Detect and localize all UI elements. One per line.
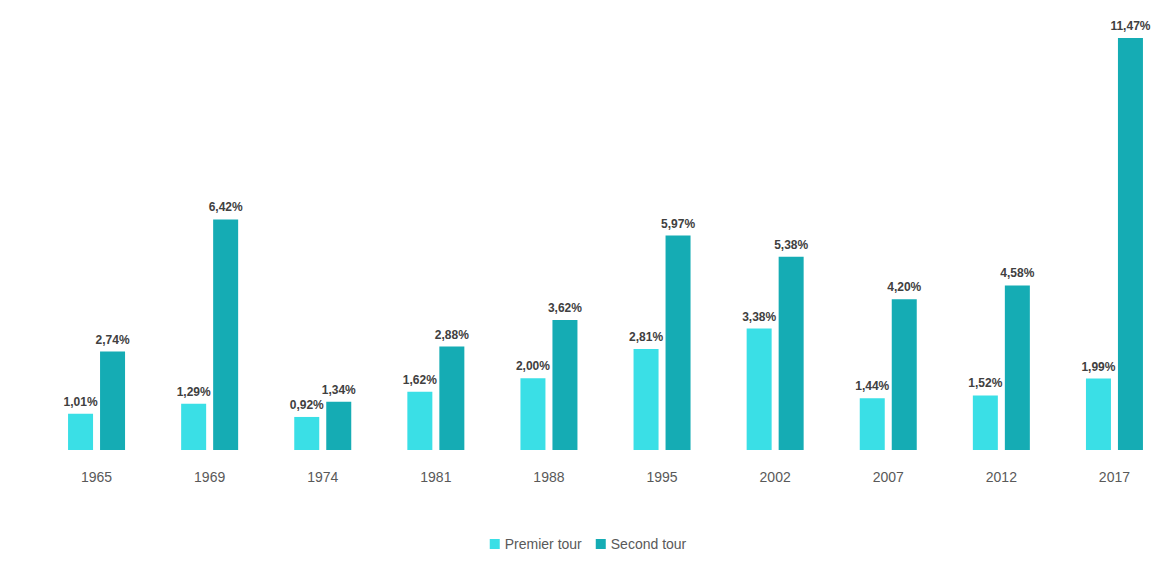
svg-text:2,00%: 2,00% — [516, 359, 550, 373]
svg-text:2002: 2002 — [760, 469, 791, 485]
svg-text:1981: 1981 — [420, 469, 451, 485]
svg-text:2017: 2017 — [1099, 469, 1130, 485]
svg-text:2,74%: 2,74% — [96, 333, 130, 347]
svg-text:1988: 1988 — [533, 469, 564, 485]
svg-text:0,92%: 0,92% — [290, 398, 324, 412]
svg-text:1969: 1969 — [194, 469, 225, 485]
svg-text:1,52%: 1,52% — [968, 376, 1002, 390]
svg-text:2012: 2012 — [986, 469, 1017, 485]
svg-text:1,29%: 1,29% — [177, 385, 211, 399]
svg-text:1995: 1995 — [646, 469, 677, 485]
svg-text:1,01%: 1,01% — [64, 395, 98, 409]
svg-text:1,34%: 1,34% — [322, 383, 356, 397]
svg-text:Second tour: Second tour — [611, 536, 687, 552]
svg-text:3,62%: 3,62% — [548, 301, 582, 315]
svg-text:1,99%: 1,99% — [1081, 360, 1115, 374]
svg-text:2,81%: 2,81% — [629, 330, 663, 344]
svg-text:Premier tour: Premier tour — [505, 536, 582, 552]
svg-text:5,38%: 5,38% — [774, 238, 808, 252]
svg-text:1,44%: 1,44% — [855, 379, 889, 393]
svg-text:1974: 1974 — [307, 469, 338, 485]
svg-text:6,42%: 6,42% — [209, 200, 243, 214]
svg-text:5,97%: 5,97% — [661, 217, 695, 231]
svg-text:1,62%: 1,62% — [403, 373, 437, 387]
svg-text:2,88%: 2,88% — [435, 328, 469, 342]
svg-text:1965: 1965 — [81, 469, 112, 485]
svg-text:3,38%: 3,38% — [742, 310, 776, 324]
svg-text:4,20%: 4,20% — [887, 280, 921, 294]
svg-text:2007: 2007 — [873, 469, 904, 485]
svg-text:11,47%: 11,47% — [1110, 19, 1150, 33]
svg-text:4,58%: 4,58% — [1000, 266, 1034, 280]
